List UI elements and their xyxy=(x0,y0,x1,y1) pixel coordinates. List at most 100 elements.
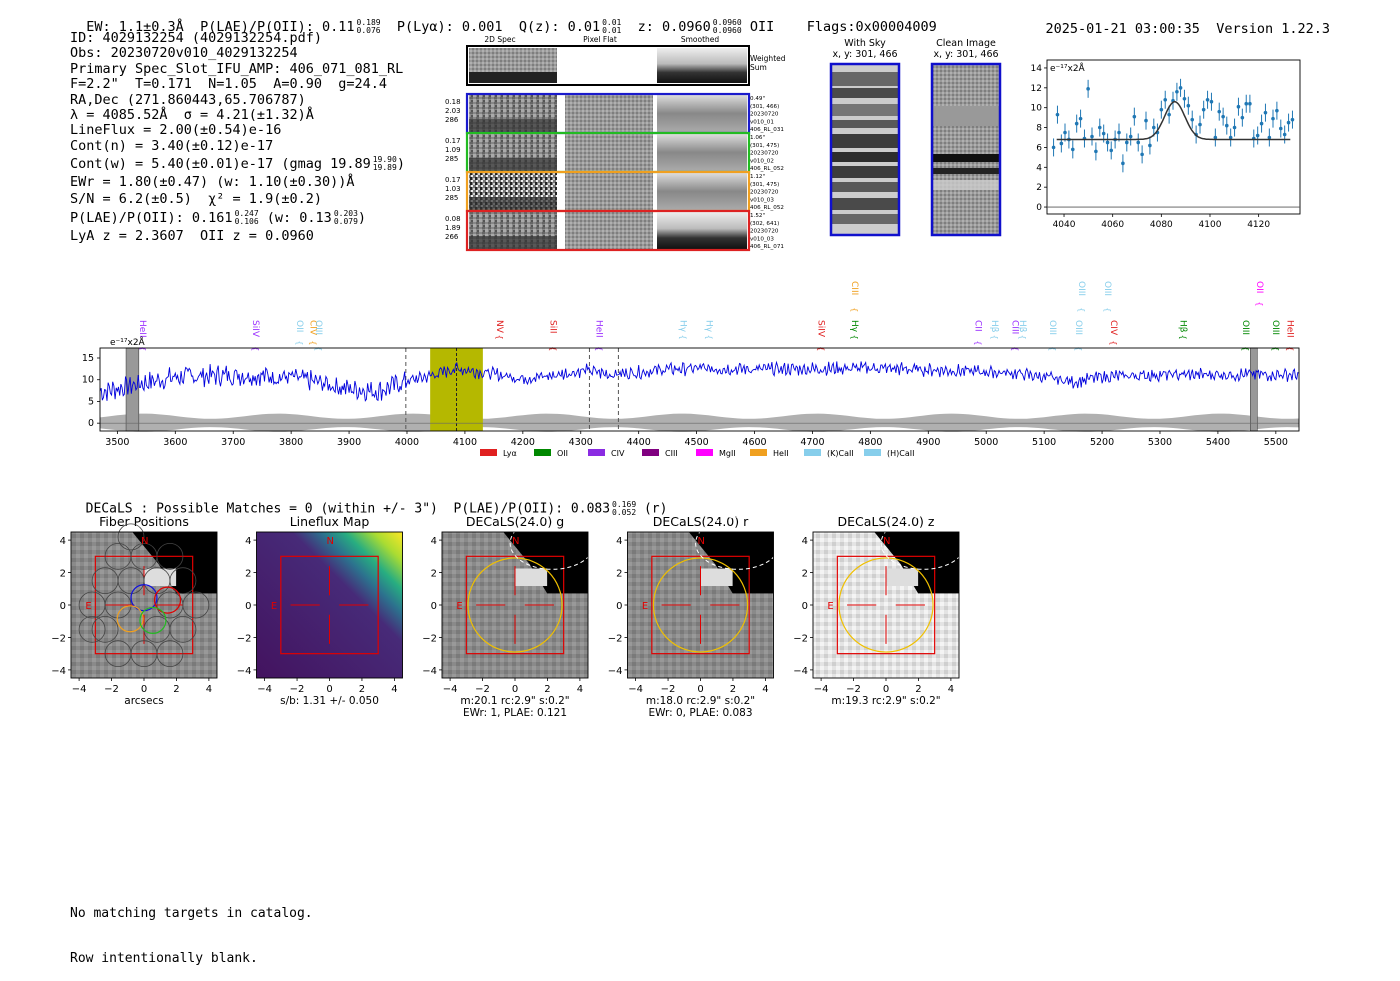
fit-point xyxy=(1213,135,1218,140)
fit-point xyxy=(1097,125,1102,130)
footer-note: No matching targets in catalog. Row inte… xyxy=(70,876,313,981)
cutout-left-label: 0.17 xyxy=(445,137,461,145)
header-right: 2025-01-21 03:00:35 Version 1.22.3 xyxy=(1029,5,1331,37)
emission-line-label: CIV { xyxy=(1108,320,1118,345)
aperture-box xyxy=(94,555,194,655)
fit-point xyxy=(1228,135,1233,140)
fit-y-tick: 10 xyxy=(1031,104,1043,114)
detection-info: ID: 4029132254 (4029132254.pdf) Obs: 202… xyxy=(70,30,405,244)
cutout-left-label: 0.18 xyxy=(445,98,461,106)
fit-point xyxy=(1144,118,1148,123)
svg-text:NV: NV xyxy=(494,320,504,334)
emission-line-label: SiII { xyxy=(548,320,558,351)
panel-sublabel: EWr: 1, PLAE: 0.121 xyxy=(463,707,567,719)
svg-text:{: { xyxy=(973,340,982,345)
fit-point xyxy=(1224,123,1229,128)
cutout-right-label: 20230720 xyxy=(750,229,779,235)
panel-y-tick: −4 xyxy=(237,666,252,677)
panel-x-tick: 0 xyxy=(697,684,703,695)
emission-line-label: SiIV { xyxy=(815,320,825,351)
info-lambda: λ = 4085.52Å σ = 4.21(±1.32)Å xyxy=(70,107,314,124)
svg-text:{: { xyxy=(1178,335,1187,340)
cutout-left-label: 285 xyxy=(445,194,458,202)
svg-text:SiIV: SiIV xyxy=(815,320,825,338)
panel-x-tick: 2 xyxy=(730,684,736,695)
spectrum-x-tick: 5300 xyxy=(1148,437,1172,448)
fit-point xyxy=(1267,135,1272,140)
fit-point xyxy=(1205,97,1210,102)
panel-y-tick: 4 xyxy=(431,536,437,547)
svg-text:{: { xyxy=(251,346,260,351)
svg-text:{: { xyxy=(295,340,304,345)
fit-y-tick: 2 xyxy=(1036,183,1042,193)
info-plae: P(LAE)/P(OII): 0.161 0.247 0.106 (w: 0.13 0… xyxy=(70,209,367,227)
fiber-circle xyxy=(91,615,119,643)
panel-y-tick: −4 xyxy=(51,666,66,677)
info-contn: Cont(n) = 3.40(±0.12)e-17 xyxy=(70,137,274,154)
cutout-left-label: 0.17 xyxy=(445,176,461,184)
spectrum-x-tick: 4600 xyxy=(742,437,766,448)
emission-line-label: OIII { xyxy=(1076,281,1086,312)
fit-point xyxy=(1140,152,1144,157)
fit-point xyxy=(1175,89,1179,94)
panel-y-tick: 0 xyxy=(431,601,437,612)
panel-x-tick: 2 xyxy=(544,684,550,695)
fit-point xyxy=(1059,141,1064,146)
svg-text:CIII: CIII xyxy=(1009,320,1019,334)
emission-line-label: HeII { xyxy=(594,320,604,351)
with-sky-caption: With Sky x, y: 301, 466 xyxy=(832,38,898,60)
full-spectrum-plot: HeII{SiIV{OII{CIV{OIII{NV{SiII{HeII{Hγ{H… xyxy=(82,281,1300,458)
svg-text:{: { xyxy=(1048,346,1057,351)
svg-text:{: { xyxy=(308,340,317,345)
panel-y-tick: −2 xyxy=(608,633,623,644)
emission-line-label: Hγ { xyxy=(704,320,714,340)
fit-point xyxy=(1221,114,1225,119)
decals-panel: DECaLS(24.0) r N E 4 2 0 −2 −4 −4 −2 0 2 4 m:18.0 rc:… xyxy=(608,514,781,719)
emission-line-label: Hβ { xyxy=(1017,320,1027,340)
legend-swatch xyxy=(696,449,713,456)
cutout-right-label: 20230720 xyxy=(750,190,779,196)
panel-xlabel: arcsecs xyxy=(124,695,163,707)
svg-text:{: { xyxy=(138,346,147,351)
cutout-right-label: (301, 475) xyxy=(750,143,779,149)
panel-y-tick: −2 xyxy=(422,633,437,644)
cutout-left-label: 286 xyxy=(445,116,459,124)
panel-y-tick: −2 xyxy=(793,633,808,644)
panel-x-tick: −4 xyxy=(814,684,829,695)
cutout-left-label: 266 xyxy=(445,233,459,241)
fit-point xyxy=(1109,148,1114,153)
spectrum-x-tick: 5400 xyxy=(1206,437,1230,448)
emission-line-label: OIII { xyxy=(1047,320,1057,351)
cutout-frame xyxy=(465,209,751,252)
panel-x-tick: 4 xyxy=(948,684,954,695)
cutout-right-label: v010_02 xyxy=(750,158,774,164)
fiber-circle xyxy=(156,542,184,570)
cutout-right-label: 20230720 xyxy=(750,112,779,118)
spectrum-x-tick: 4300 xyxy=(569,437,593,448)
panel-y-tick: 4 xyxy=(616,536,622,547)
footer-line2: Row intentionally blank. xyxy=(70,951,258,966)
panel-title: Lineflux Map xyxy=(290,514,370,529)
fit-point xyxy=(1182,96,1187,101)
svg-text:OII: OII xyxy=(1254,281,1264,293)
panel-y-tick: −4 xyxy=(608,666,623,677)
info-ewr: EWr = 1.80(±0.47) (w: 1.10(±0.30))Å xyxy=(70,173,355,190)
fit-point xyxy=(1198,122,1202,127)
emission-line-label: OIII { xyxy=(313,320,323,351)
svg-text:{: { xyxy=(495,335,504,340)
aperture-box xyxy=(651,555,750,655)
panel-y-tick: 2 xyxy=(431,569,437,580)
emission-line-label: OIII { xyxy=(1270,320,1280,351)
svg-text:HeII: HeII xyxy=(137,320,147,338)
col-title-2d: 2D Spec xyxy=(484,35,515,44)
decals-panel: Fiber Positions N E 4 2 0 −2 −4 −4 −2 0 2 4 arcsecs xyxy=(51,514,218,707)
sky-panels xyxy=(829,62,1002,237)
panel-x-tick: 4 xyxy=(206,684,212,695)
fit-point xyxy=(1105,140,1110,145)
spectrum-units-label: e⁻¹⁷x2Å xyxy=(110,336,146,348)
svg-text:OII: OII xyxy=(294,320,304,332)
panel-y-tick: 2 xyxy=(616,569,622,580)
header-bar: EW: 1.1±0.3Å P(LAE)/P(OII): 0.11 0.189 0.0… xyxy=(70,3,937,36)
info-z: LyA z = 2.3607 OII z = 0.0960 xyxy=(70,227,314,244)
cutout-right-label: 1.12" xyxy=(750,174,765,180)
